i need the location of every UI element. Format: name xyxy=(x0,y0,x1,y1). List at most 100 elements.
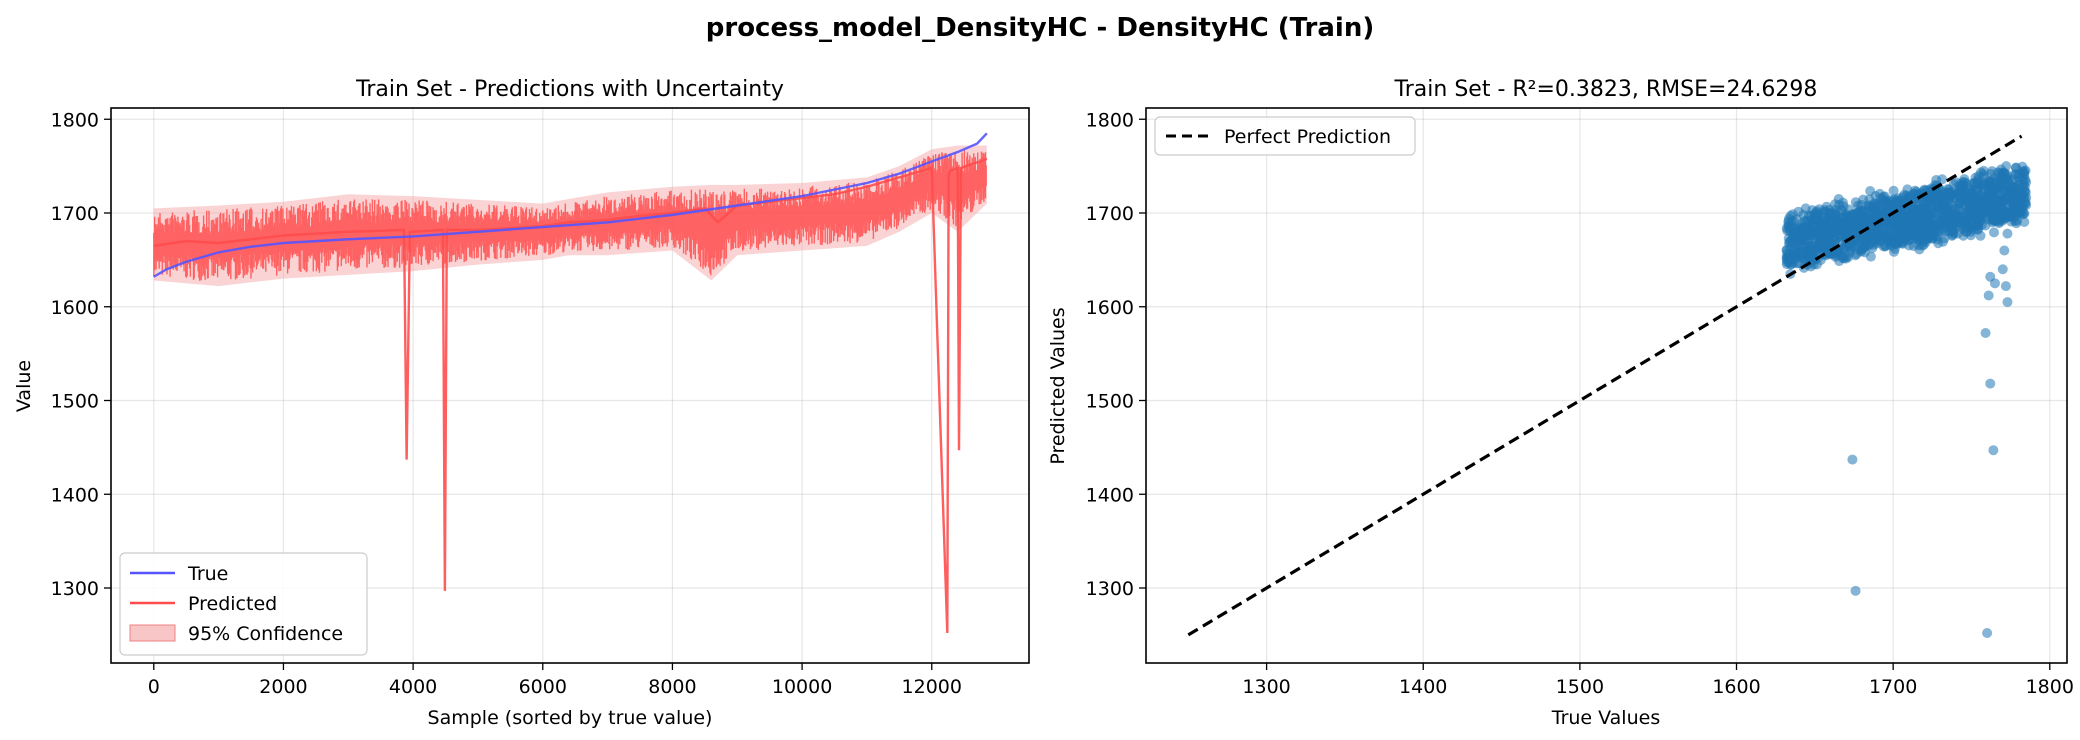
right-chart-x-tick-label: 1400 xyxy=(1399,676,1447,698)
scatter-point xyxy=(1838,253,1849,264)
scatter-outlier-point xyxy=(1847,454,1858,465)
legend-confidence-label: 95% Confidence xyxy=(188,623,343,645)
scatter-point xyxy=(1839,211,1850,222)
left-chart-title: Train Set - Predictions with Uncertainty xyxy=(355,77,784,102)
scatter-outlier-point xyxy=(1980,328,1991,338)
right-chart-x-ticks: 1300 1400 1500 1600 1700 1800 xyxy=(1242,663,2074,698)
right-chart-y-tick-label: 1600 xyxy=(1086,297,1134,319)
scatter-point xyxy=(1849,212,1860,223)
scatter-outlier-point xyxy=(2002,297,2013,308)
left-chart-y-tick-label: 1300 xyxy=(51,578,99,600)
scatter-point xyxy=(1861,218,1871,229)
scatter-point xyxy=(1929,215,1940,226)
scatter-outlier-point xyxy=(1982,628,1993,638)
scatter-outlier-point xyxy=(1997,264,2008,275)
right-chart-y-tick-label: 1700 xyxy=(1086,203,1134,225)
right-chart-plot-frame xyxy=(1145,107,2068,664)
scatter-point xyxy=(1888,185,1899,196)
scatter-point xyxy=(1893,219,1904,230)
right-chart-x-tick-label: 1300 xyxy=(1242,676,1290,698)
legend-confidence-swatch xyxy=(129,624,176,642)
left-chart-panel: Train Set - Predictions with Uncertainty… xyxy=(13,77,1030,729)
right-chart-y-ticks: 1300 1400 1500 1600 1700 1800 xyxy=(1086,109,1146,600)
scatter-point xyxy=(1928,227,1939,238)
scatter-outlier-point xyxy=(1988,445,1999,456)
scatter-outlier-point xyxy=(1983,290,1994,301)
scatter-point xyxy=(1938,236,1948,247)
right-chart-y-tick-label: 1500 xyxy=(1086,391,1134,413)
scatter-point xyxy=(1868,203,1879,214)
scatter-point xyxy=(1959,216,1970,227)
scatter-point xyxy=(1910,231,1921,242)
legend-box xyxy=(1154,116,1416,156)
scatter-point xyxy=(1947,225,1958,236)
scatter-point xyxy=(1880,240,1891,251)
right-chart-points-layer xyxy=(1781,161,2032,638)
scatter-point xyxy=(1914,244,1925,255)
scatter-point xyxy=(1997,168,2008,179)
scatter-point xyxy=(1789,253,1799,264)
predicted-series-line xyxy=(153,157,988,634)
scatter-point xyxy=(1947,218,1958,228)
scatter-point xyxy=(1989,227,1999,238)
left-chart-legend: True Predicted 95% Confidence xyxy=(119,552,368,656)
legend-true-label: True xyxy=(187,563,228,585)
scatter-point xyxy=(1891,196,1902,207)
scatter-point xyxy=(1845,246,1856,257)
right-chart-x-tick-label: 1800 xyxy=(2026,676,2074,698)
scatter-point xyxy=(1829,208,1840,219)
scatter-point xyxy=(1897,229,1908,240)
left-chart-plot-frame xyxy=(110,107,1030,664)
scatter-point xyxy=(1931,175,1942,185)
scatter-point xyxy=(1965,204,1976,215)
left-chart-y-tick-label: 1500 xyxy=(51,391,99,413)
scatter-point xyxy=(1975,230,1986,241)
left-chart-y-ticks: 1300 1400 1500 1600 1700 1800 xyxy=(51,109,111,600)
scatter-point xyxy=(1987,166,1997,177)
figure-suptitle: process_model_DensityHC - DensityHC (Tra… xyxy=(706,13,1374,43)
left-chart-y-axis-label: Value xyxy=(13,360,35,412)
scatter-point xyxy=(1796,224,1807,235)
scatter-point xyxy=(1853,200,1863,211)
scatter-point xyxy=(1783,218,1794,229)
left-chart-x-tick-label: 8000 xyxy=(648,676,696,698)
left-chart-x-tick-label: 0 xyxy=(148,676,160,698)
scatter-point xyxy=(1818,231,1829,242)
scatter-point xyxy=(1992,176,2003,186)
scatter-point xyxy=(1795,233,1806,244)
left-chart-x-ticks: 0 2000 4000 6000 8000 10000 12000 xyxy=(148,663,962,698)
legend-predicted-label: Predicted xyxy=(188,593,277,615)
scatter-point xyxy=(2013,186,2024,197)
scatter-point xyxy=(1977,207,1988,218)
left-chart-x-tick-label: 2000 xyxy=(259,676,307,698)
left-chart-x-tick-label: 10000 xyxy=(772,676,832,698)
scatter-point xyxy=(1959,174,1970,185)
scatter-point xyxy=(1948,179,1959,189)
scatter-point xyxy=(2011,162,2021,173)
scatter-point xyxy=(1997,210,2008,220)
scatter-point xyxy=(1865,186,1876,196)
scatter-point xyxy=(1920,237,1931,248)
scatter-point xyxy=(2011,199,2022,210)
scatter-point xyxy=(1806,252,1817,263)
right-chart-x-tick-label: 1700 xyxy=(1869,676,1917,698)
right-chart-gridlines xyxy=(1146,108,2067,663)
scatter-point xyxy=(1803,210,1814,221)
scatter-point xyxy=(1910,221,1921,232)
scatter-point xyxy=(1892,238,1903,249)
right-chart-x-tick-label: 1600 xyxy=(1712,676,1760,698)
right-chart-reference-layer xyxy=(1187,134,2023,637)
scatter-outlier-point xyxy=(2000,281,2011,292)
scatter-point xyxy=(1986,182,1997,193)
scatter-point xyxy=(1793,206,1804,217)
scatter-point xyxy=(1972,176,1983,187)
scatter-outlier-point xyxy=(1850,585,1861,596)
scatter-point xyxy=(2019,170,2030,181)
scatter-point xyxy=(1881,217,1892,228)
left-chart-x-tick-label: 6000 xyxy=(519,676,567,698)
left-chart-y-tick-label: 1600 xyxy=(51,297,99,319)
scatter-point xyxy=(1921,211,1932,222)
scatter-point xyxy=(1971,220,1982,231)
left-chart-x-tick-label: 12000 xyxy=(902,676,962,698)
scatter-outlier-point xyxy=(1989,278,2000,289)
